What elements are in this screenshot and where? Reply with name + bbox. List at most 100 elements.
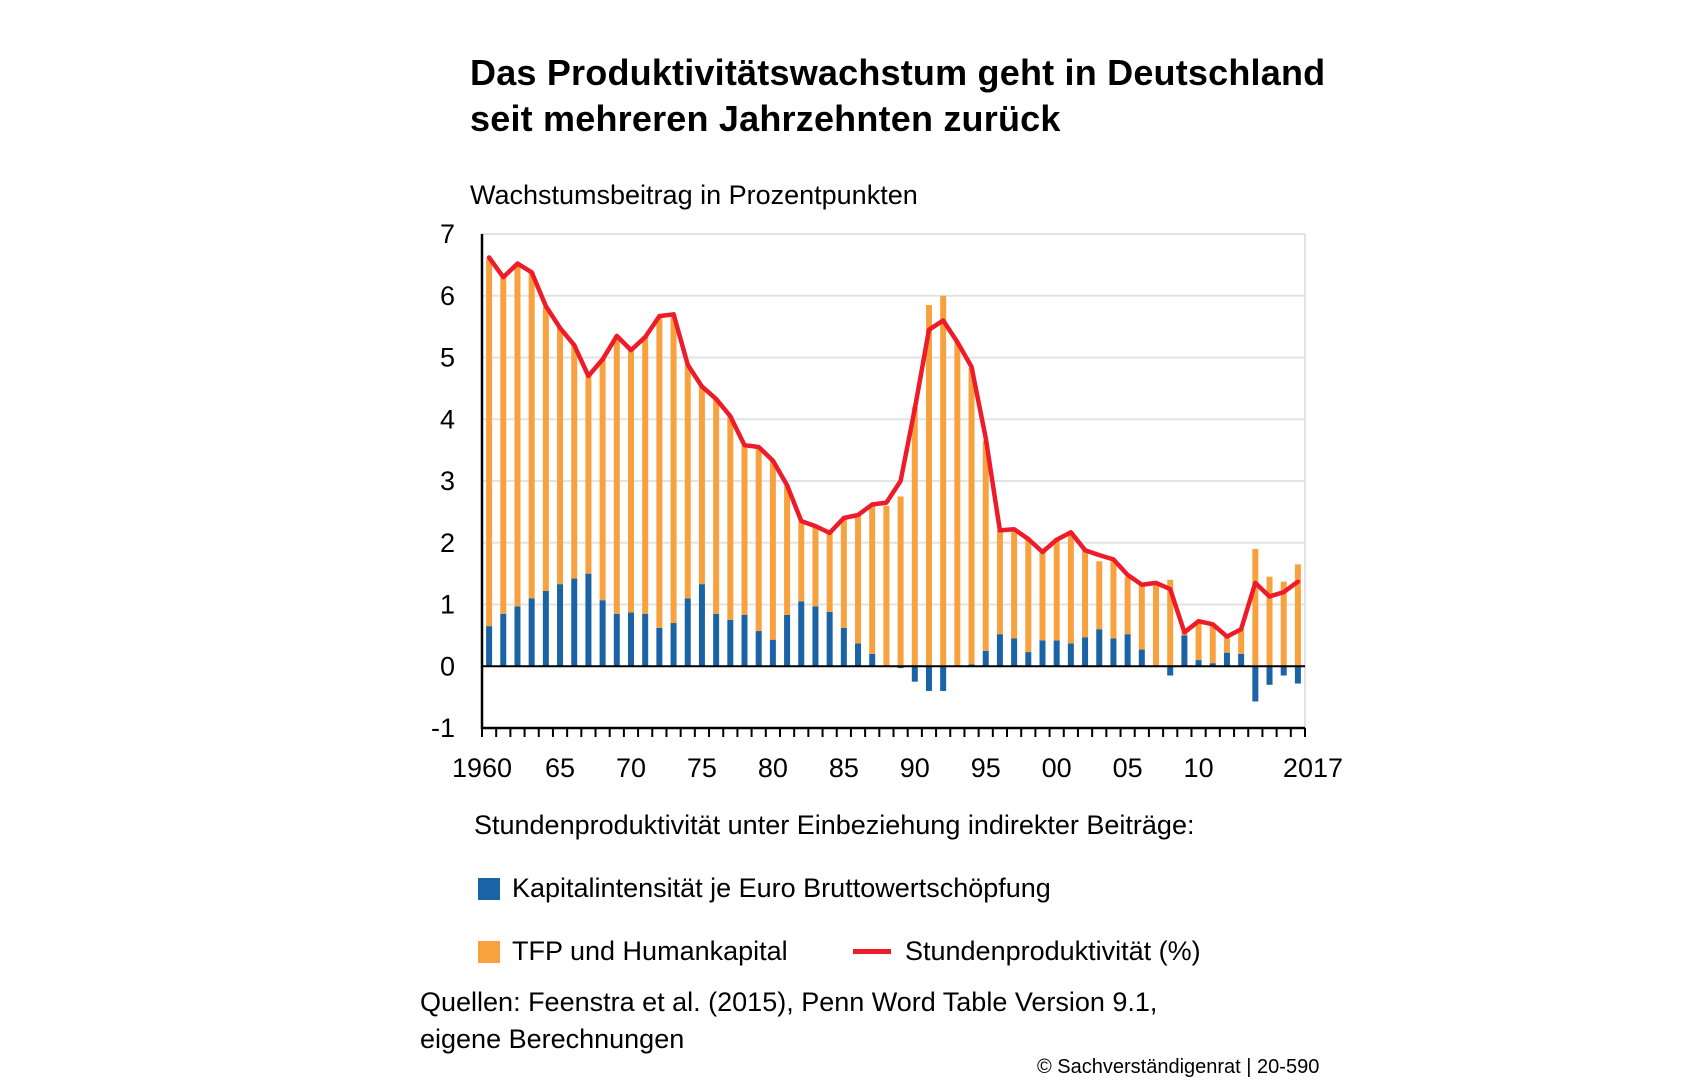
- x-tick-label: 10: [1184, 753, 1214, 783]
- bar-tfp-human-capital: [897, 496, 904, 667]
- bar-capital-intensity: [486, 626, 493, 667]
- x-tick-label: 00: [1042, 753, 1072, 783]
- bar-tfp-human-capital: [1252, 548, 1259, 667]
- bar-tfp-human-capital: [996, 530, 1003, 635]
- bar-tfp-human-capital: [784, 485, 791, 615]
- x-tick-label: 80: [758, 753, 788, 783]
- bar-capital-intensity: [698, 584, 705, 667]
- bar-tfp-human-capital: [1238, 629, 1245, 654]
- bar-tfp-human-capital: [542, 306, 549, 591]
- bar-capital-intensity: [812, 606, 819, 667]
- bar-capital-intensity: [826, 611, 833, 667]
- bar-tfp-human-capital: [1067, 532, 1074, 644]
- bar-capital-intensity: [755, 631, 762, 667]
- bar-capital-intensity: [1053, 640, 1060, 667]
- bar-tfp-human-capital: [1025, 539, 1032, 653]
- bar-capital-intensity: [925, 666, 932, 691]
- x-tick-label: 85: [829, 753, 859, 783]
- bar-tfp-human-capital: [925, 305, 932, 667]
- bar-tfp-human-capital: [528, 272, 535, 599]
- legend-swatch-tfp: [478, 940, 500, 963]
- bar-tfp-human-capital: [1209, 624, 1216, 664]
- bar-capital-intensity: [1266, 666, 1273, 685]
- bar-capital-intensity: [784, 614, 791, 667]
- legend-item-capital: Kapitalintensität je Euro Bruttowertschö…: [478, 873, 1051, 904]
- bar-capital-intensity: [1167, 666, 1174, 676]
- bar-capital-intensity: [514, 606, 521, 667]
- bar-tfp-human-capital: [486, 258, 493, 627]
- y-tick-label: 2: [440, 528, 455, 558]
- bar-capital-intensity: [613, 613, 620, 667]
- x-tick-label: 1960: [452, 753, 512, 783]
- bar-tfp-human-capital: [698, 386, 705, 585]
- bar-capital-intensity: [585, 573, 592, 667]
- legend-label-capital: Kapitalintensität je Euro Bruttowertschö…: [512, 873, 1051, 903]
- bar-tfp-human-capital: [514, 263, 521, 607]
- bar-capital-intensity: [1252, 666, 1259, 702]
- bar-tfp-human-capital: [642, 335, 649, 614]
- chart-title-line-2: seit mehreren Jahrzehnten zurück: [470, 98, 1061, 139]
- x-tick-label: 75: [687, 753, 717, 783]
- bar-tfp-human-capital: [741, 445, 748, 615]
- bar-tfp-human-capital: [855, 514, 862, 644]
- bar-tfp-human-capital: [684, 364, 691, 599]
- bar-capital-intensity: [599, 600, 606, 667]
- y-tick-label: 3: [440, 466, 455, 496]
- bar-capital-intensity: [1294, 666, 1301, 684]
- y-tick-label: 5: [440, 343, 455, 373]
- bar-capital-intensity: [798, 601, 805, 667]
- bar-tfp-human-capital: [840, 518, 847, 628]
- bar-capital-intensity: [1223, 652, 1230, 667]
- bar-capital-intensity: [1082, 637, 1089, 667]
- bar-tfp-human-capital: [599, 359, 606, 601]
- bar-capital-intensity: [982, 650, 989, 667]
- bar-capital-intensity: [869, 653, 876, 667]
- chart-plot: -1 0 1 2 3 4 5 6 7 1960 65 70 75 80 85 90 95 00 05 10 2017: [431, 219, 1343, 783]
- bar-tfp-human-capital: [869, 505, 876, 654]
- bar-tfp-human-capital: [713, 398, 720, 614]
- x-tick-label: 05: [1113, 753, 1143, 783]
- bar-tfp-human-capital: [1124, 576, 1131, 635]
- bar-capital-intensity: [1238, 653, 1245, 667]
- legend-item-productivity: Stundenproduktivität (%): [853, 936, 1201, 967]
- bar-tfp-human-capital: [1138, 584, 1145, 650]
- bar-capital-intensity: [1138, 649, 1145, 667]
- legend-label-tfp: TFP und Humankapital: [512, 936, 788, 966]
- bar-tfp-human-capital: [1167, 579, 1174, 667]
- bar-tfp-human-capital: [968, 367, 975, 665]
- bar-capital-intensity: [571, 578, 578, 667]
- x-tick-label: 65: [545, 753, 575, 783]
- bar-tfp-human-capital: [656, 316, 663, 628]
- bar-tfp-human-capital: [571, 345, 578, 579]
- bar-tfp-human-capital: [1280, 581, 1287, 667]
- bar-tfp-human-capital: [627, 350, 634, 613]
- bar-tfp-human-capital: [940, 295, 947, 667]
- bar-capital-intensity: [642, 613, 649, 667]
- y-tick-label: 4: [440, 404, 455, 434]
- bar-tfp-human-capital: [769, 460, 776, 640]
- bar-tfp-human-capital: [1039, 552, 1046, 641]
- bar-capital-intensity: [741, 614, 748, 667]
- bar-tfp-human-capital: [1096, 561, 1103, 630]
- bar-capital-intensity: [713, 613, 720, 667]
- bar-tfp-human-capital: [500, 277, 507, 614]
- bar-tfp-human-capital: [755, 447, 762, 632]
- bar-capital-intensity: [996, 634, 1003, 667]
- bar-capital-intensity: [1195, 660, 1202, 667]
- bar-tfp-human-capital: [1266, 576, 1273, 667]
- bar-capital-intensity: [1181, 635, 1188, 667]
- bar-tfp-human-capital: [1110, 561, 1117, 639]
- x-tick-label: 2017: [1283, 753, 1343, 783]
- y-axis-label: Wachstumsbeitrag in Prozentpunkten: [470, 180, 918, 210]
- bar-tfp-human-capital: [1294, 564, 1301, 667]
- bar-tfp-human-capital: [1153, 584, 1160, 667]
- bar-capital-intensity: [1209, 663, 1216, 667]
- bar-tfp-human-capital: [1011, 529, 1018, 639]
- source-note: Quellen: Feenstra et al. (2015), Penn Wo…: [420, 984, 1157, 1058]
- bar-tfp-human-capital: [812, 526, 819, 607]
- legend-item-tfp: TFP und Humankapital: [478, 936, 788, 967]
- y-tick-label: 6: [440, 281, 455, 311]
- bar-capital-intensity: [940, 666, 947, 691]
- y-tick-label: -1: [431, 713, 455, 743]
- bar-capital-intensity: [1110, 638, 1117, 667]
